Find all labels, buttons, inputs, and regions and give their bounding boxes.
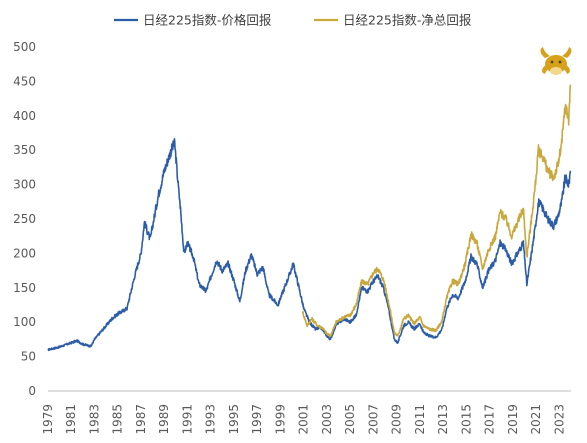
x-tick-label: 2019: [506, 404, 520, 435]
series-line-1: [301, 84, 572, 338]
x-tick-label: 2023: [552, 404, 566, 435]
x-tick-label: 1997: [250, 404, 264, 435]
x-tick-label: 1979: [41, 404, 55, 435]
legend-label-0: 日经225指数-价格回报: [143, 13, 272, 28]
x-tick-label: 2009: [390, 404, 404, 435]
x-tick-label: 1985: [111, 404, 125, 435]
y-axis: 0 50 100 150 200 250 300 350 400 450 500: [13, 40, 36, 398]
y-tick-label: 300: [13, 178, 36, 192]
x-tick-label: 2005: [343, 404, 357, 435]
legend-label-1: 日经225指数-净总回报: [343, 13, 472, 28]
x-tick-label: 2013: [436, 404, 450, 435]
x-tick-label: 1999: [273, 404, 287, 435]
x-tick-label: 1987: [134, 404, 148, 435]
x-tick-label: 2007: [366, 404, 380, 435]
legend: 日经225指数-价格回报 日经225指数-净总回报: [114, 13, 472, 28]
x-tick-label: 2017: [483, 404, 497, 435]
x-tick-label: 1983: [87, 404, 101, 435]
y-tick-label: 500: [13, 40, 36, 54]
y-tick-label: 450: [13, 74, 36, 88]
x-tick-label: 1989: [157, 404, 171, 435]
x-tick-label: 1995: [227, 404, 241, 435]
x-axis: 1979 1981 1983 1985 1987 1989 1991 1993 1995 1997…: [41, 390, 571, 435]
x-tick-label: 2011: [413, 404, 427, 435]
series-layer: [47, 84, 572, 352]
x-tick-label: 2015: [459, 404, 473, 435]
x-tick-label: 1991: [180, 404, 194, 435]
y-tick-label: 100: [13, 315, 36, 329]
x-tick-label: 2021: [529, 404, 543, 435]
x-tick-label: 1993: [204, 404, 218, 435]
y-tick-label: 150: [13, 281, 36, 295]
y-tick-label: 50: [21, 350, 36, 364]
y-tick-label: 400: [13, 109, 36, 123]
ox-head-icon: [540, 47, 572, 75]
y-tick-label: 350: [13, 143, 36, 157]
x-tick-label: 2001: [297, 404, 311, 435]
x-tick-label: 1981: [64, 404, 78, 435]
y-tick-label: 0: [28, 384, 36, 398]
y-tick-label: 250: [13, 212, 36, 226]
y-tick-label: 200: [13, 246, 36, 260]
x-tick-label: 2003: [320, 404, 334, 435]
